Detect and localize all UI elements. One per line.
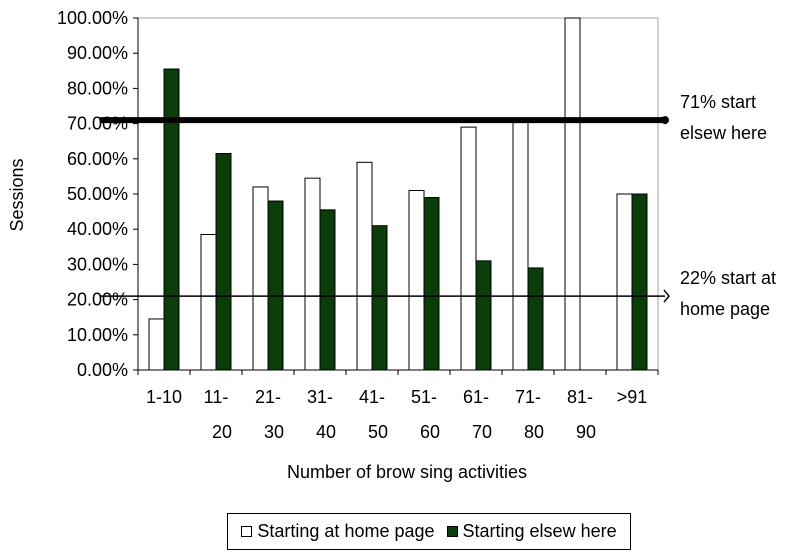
reference-line-end-marker — [661, 116, 669, 125]
x-tick-label: 81- — [567, 387, 593, 407]
bar-elsewhere — [423, 197, 440, 371]
x-tick-label: 1-10 — [146, 387, 182, 407]
bar-elsewhere — [215, 153, 232, 371]
bar-home-page — [200, 233, 217, 371]
bar-home-page — [512, 119, 529, 371]
y-tick-label: 70.00% — [67, 114, 128, 134]
x-tick-label: 11- — [204, 387, 229, 407]
reference-label-line2: elsew here — [680, 123, 767, 143]
x-tick-label: 71- — [515, 387, 541, 407]
y-tick-label: 80.00% — [67, 78, 128, 98]
x-tick-label: >91 — [617, 387, 648, 407]
bar-elsewhere — [631, 193, 648, 371]
bar-elsewhere — [475, 260, 492, 371]
bar-elsewhere — [163, 68, 180, 371]
y-tick-label: 60.00% — [67, 149, 128, 169]
bar-elsewhere — [527, 267, 544, 371]
x-axis-title: Number of brow sing activities — [287, 462, 527, 482]
x-tick-label: 41- — [359, 387, 385, 407]
bar-elsewhere — [371, 225, 388, 371]
legend-label-elsewhere: Starting elsew here — [462, 521, 617, 541]
bar-home-page — [616, 193, 633, 371]
legend-swatch-elsewhere — [446, 526, 458, 537]
x-tick-label: 31- — [307, 387, 333, 407]
y-tick-label: 40.00% — [67, 219, 128, 239]
bar-elsewhere — [319, 209, 336, 371]
legend-item-elsewhere: Starting elsew here — [446, 521, 617, 542]
bar-home-page — [460, 126, 477, 371]
bar-home-page — [304, 177, 321, 371]
x-tick-label: 61- — [463, 387, 489, 407]
bar-home-page — [252, 186, 269, 371]
x-tick-label-line2: 90 — [576, 422, 596, 442]
bar-home-page — [356, 161, 373, 371]
x-tick-label-line2: 20 — [212, 422, 232, 442]
x-tick-label-line2: 30 — [264, 422, 284, 442]
bar-home-page — [148, 318, 165, 371]
y-axis-title: Sessions — [7, 158, 27, 231]
chart-legend: Starting at home page Starting elsew her… — [227, 513, 631, 550]
legend-label-home-page: Starting at home page — [257, 521, 435, 541]
reference-line-end-marker — [663, 289, 670, 303]
y-tick-label: 0.00% — [77, 360, 128, 380]
legend-item-home-page: Starting at home page — [241, 521, 435, 542]
x-tick-label-line2: 70 — [472, 422, 492, 442]
y-tick-label: 20.00% — [67, 290, 128, 310]
legend-swatch-home-page — [241, 526, 253, 537]
y-tick-label: 10.00% — [67, 325, 128, 345]
y-tick-label: 30.00% — [67, 254, 128, 274]
y-tick-label: 90.00% — [67, 43, 128, 63]
reference-label-line2: home page — [680, 299, 770, 319]
reference-label-line1: 71% start — [680, 92, 756, 112]
x-tick-label-line2: 50 — [368, 422, 388, 442]
bar-elsewhere — [267, 200, 284, 371]
x-tick-label-line2: 80 — [524, 422, 544, 442]
y-tick-label: 50.00% — [67, 184, 128, 204]
bar-home-page — [408, 189, 425, 371]
x-tick-label-line2: 40 — [316, 422, 336, 442]
reference-label-line1: 22% start at — [680, 268, 776, 288]
x-tick-label: 51- — [411, 387, 437, 407]
bar-home-page — [564, 17, 581, 371]
x-tick-label-line2: 60 — [420, 422, 440, 442]
x-tick-label: 21- — [255, 387, 281, 407]
y-tick-label: 100.00% — [57, 8, 128, 28]
